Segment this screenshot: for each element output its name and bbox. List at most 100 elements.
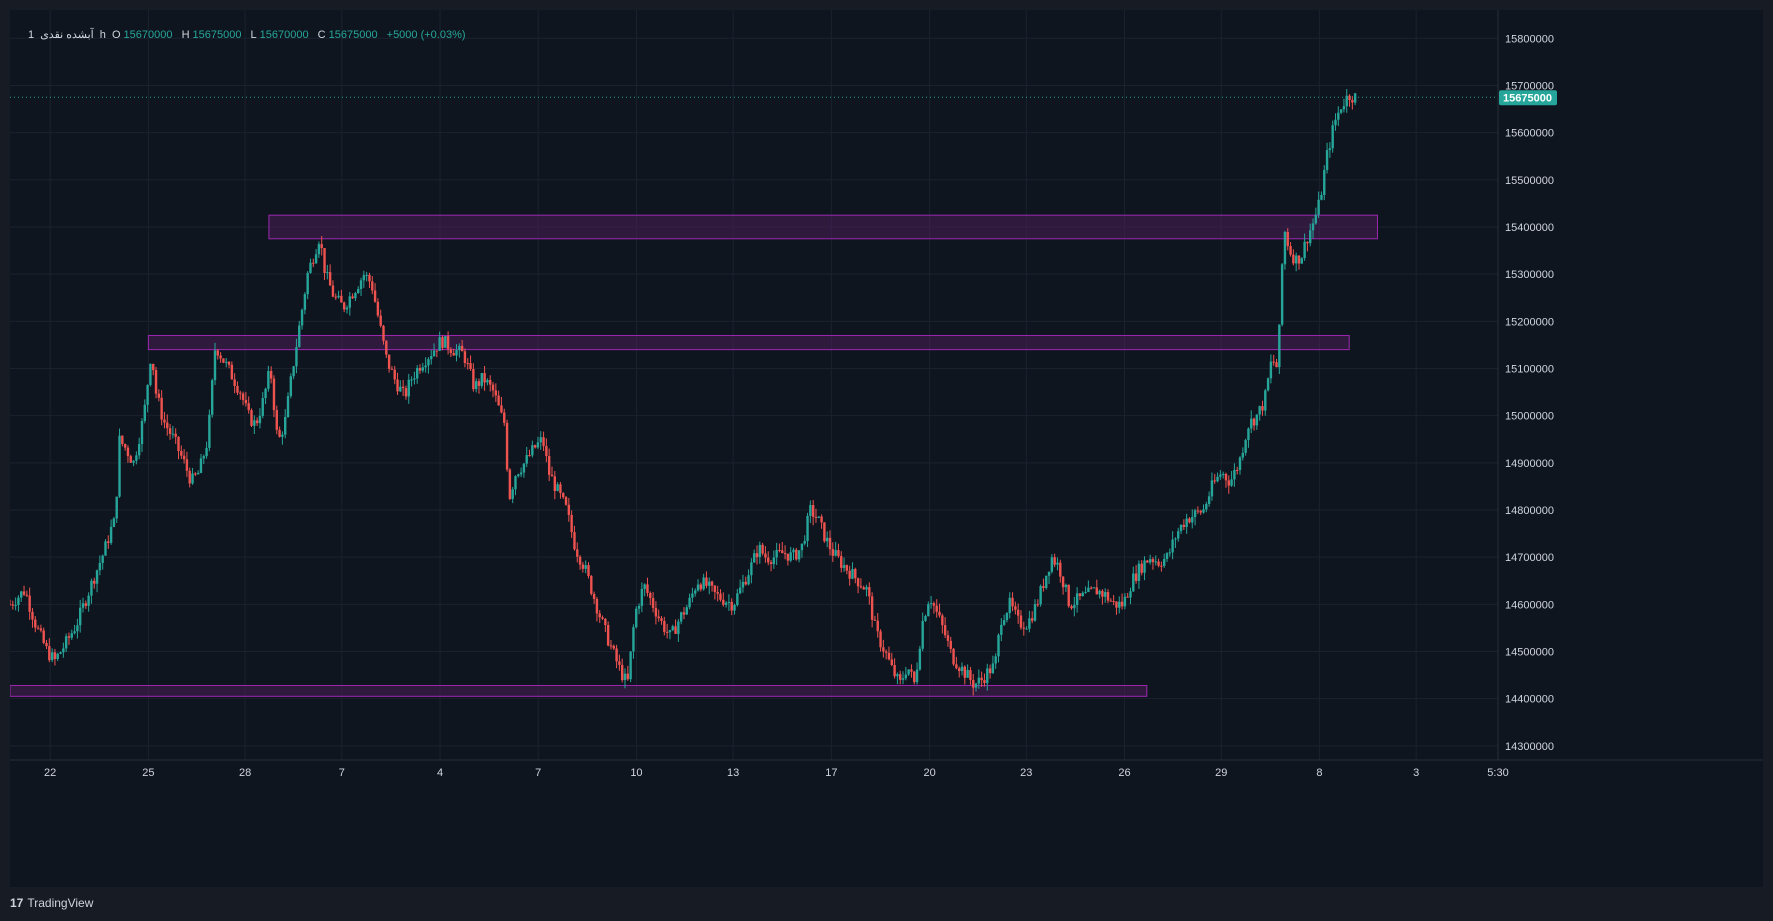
candle-body <box>115 496 118 519</box>
candle-body <box>225 361 228 363</box>
zone-rectangle[interactable] <box>268 214 1378 240</box>
symbol-name[interactable]: آبشده نقدی <box>40 29 94 41</box>
candle-body <box>1339 109 1343 113</box>
candle-body <box>500 405 503 413</box>
candle-body <box>34 619 37 628</box>
chart-panel[interactable]: 15800000 15700000 15600000 15500000 15400000… <box>10 10 1763 887</box>
candle-body <box>10 604 12 606</box>
candle-body <box>137 444 141 456</box>
candle-body <box>121 435 124 445</box>
low-label: L <box>250 29 257 41</box>
candle-body <box>376 301 380 316</box>
candle-body <box>1278 324 1281 368</box>
candle-body <box>168 428 172 434</box>
candle-body <box>1112 601 1115 603</box>
candle-body <box>997 634 1000 657</box>
zone-rectangle[interactable] <box>10 684 1148 697</box>
candle-body <box>848 570 851 579</box>
candle-body <box>415 368 419 379</box>
price-axis-label: 14300000 <box>1505 741 1554 753</box>
candle-body <box>722 599 725 605</box>
candle-body <box>514 476 517 490</box>
candle-body <box>1098 590 1101 595</box>
candle-body <box>1129 591 1132 598</box>
candle-body <box>615 648 618 662</box>
candle-body <box>567 504 571 515</box>
candle-body <box>769 562 773 564</box>
candle-body <box>104 541 107 556</box>
candle-body <box>671 626 674 631</box>
candle-body <box>154 370 158 394</box>
candle-body <box>1309 230 1312 244</box>
candle-body <box>1168 552 1172 554</box>
candle-body <box>620 664 624 681</box>
price-axis-label: 15100000 <box>1505 363 1554 375</box>
candle-body <box>556 484 559 491</box>
zone-rectangle[interactable] <box>147 334 1350 351</box>
candle-body <box>39 628 43 631</box>
candle-body <box>140 421 144 445</box>
candle-body <box>1202 509 1205 513</box>
candle-body <box>427 359 430 366</box>
candle-body <box>185 459 189 471</box>
candlestick-chart[interactable]: 15800000 15700000 15600000 15500000 15400000… <box>10 10 1763 887</box>
candle-body <box>828 537 832 550</box>
time-axis-label: 29 <box>1215 767 1227 779</box>
candle-body <box>160 397 163 420</box>
candle-body <box>469 363 472 369</box>
candle-body <box>674 626 677 634</box>
candle-body <box>255 420 259 424</box>
candle-body <box>859 586 863 588</box>
footer-brand[interactable]: 17 TradingView <box>10 896 93 910</box>
candle-body <box>261 398 264 416</box>
price-axis-label: 15300000 <box>1505 269 1554 281</box>
candle-body <box>1157 561 1160 566</box>
candle-body <box>1210 480 1214 497</box>
candle-body <box>1351 100 1354 103</box>
candle-body <box>862 587 865 590</box>
candle-body <box>1261 406 1264 411</box>
candle-body <box>935 605 938 612</box>
candle-body <box>1025 628 1028 630</box>
candle-body <box>820 516 823 523</box>
candle-body <box>1283 231 1287 265</box>
candle-body <box>267 371 270 389</box>
candle-body <box>817 516 820 518</box>
candle-body <box>230 364 234 380</box>
candle-body <box>1311 223 1315 231</box>
candle-body <box>1118 601 1121 608</box>
candle-body <box>789 552 792 561</box>
candle-body <box>887 652 891 660</box>
candle-body <box>623 673 627 681</box>
candle-body <box>595 598 599 614</box>
candle-body <box>508 469 512 499</box>
candle-body <box>525 455 528 464</box>
candle-body <box>1292 254 1295 264</box>
candle-body <box>472 368 475 390</box>
candle-body <box>143 404 146 422</box>
candle-body <box>1154 561 1157 563</box>
candle-body <box>783 553 787 555</box>
candle-body <box>1236 469 1239 471</box>
candle-body <box>646 584 649 593</box>
candle-body <box>188 470 191 484</box>
candle-body <box>1033 604 1037 621</box>
candle-body <box>747 575 750 585</box>
candle-body <box>781 550 784 554</box>
candle-body <box>865 587 868 590</box>
candle-body <box>882 647 885 652</box>
candle-body <box>463 351 467 364</box>
candle-body <box>76 625 79 632</box>
candle-body <box>278 429 281 437</box>
candle-body <box>957 668 961 671</box>
candle-body <box>244 399 248 404</box>
candle-body <box>539 437 542 443</box>
candle-body <box>1002 620 1006 625</box>
candle-body <box>1179 524 1183 532</box>
candle-body <box>272 378 276 411</box>
candle-body <box>896 674 899 677</box>
price-axis-label: 15000000 <box>1505 411 1554 423</box>
candle-body <box>598 613 601 618</box>
candle-body <box>966 670 969 678</box>
candle-body <box>764 553 767 558</box>
